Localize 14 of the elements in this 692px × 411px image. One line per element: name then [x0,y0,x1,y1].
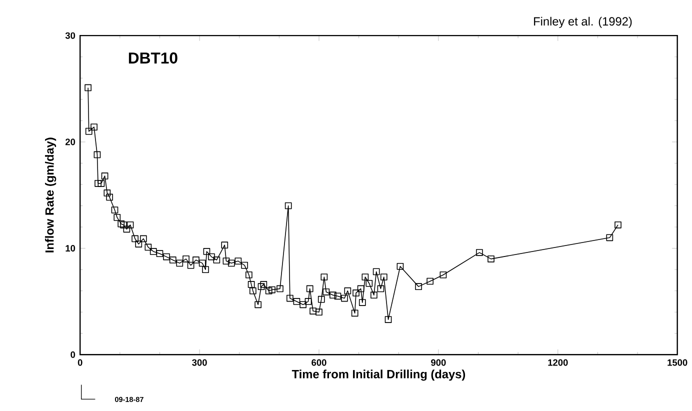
y-tick-label: 30 [65,32,76,39]
text: Finley et al. (1992) [534,16,632,28]
x-tick-label: 1500 [668,359,688,366]
x-axis-title: Time from Initial Drilling (days) [292,369,466,381]
y-tick-label: 0 [70,351,76,358]
y-tick-label: 10 [66,244,76,252]
y-axis-title: Inflow Rate (gm/day) [45,138,56,252]
x-tick-label: 1200 [548,359,568,366]
x-tick-label: 900 [431,359,446,366]
x-tick-label: 300 [192,359,207,366]
x-tick-label: 0 [78,359,82,366]
y-tick-label: 20 [65,138,76,146]
annotation: DBT10 [128,52,178,64]
x-tick-label: 600 [312,359,326,366]
